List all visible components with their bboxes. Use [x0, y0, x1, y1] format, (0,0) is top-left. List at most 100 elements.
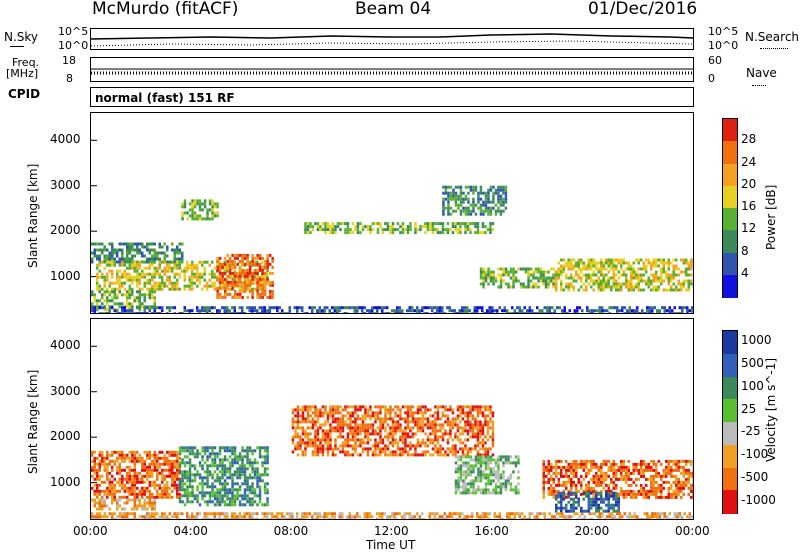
- power-cell: [246, 287, 249, 291]
- power-cell: [266, 272, 269, 276]
- velocity-cell: [467, 461, 470, 465]
- velocity-cell: [326, 411, 330, 415]
- velocity-cell: [296, 405, 300, 409]
- power-cell: [91, 242, 94, 246]
- velocity-cell: [662, 474, 665, 478]
- power-cell: [690, 273, 693, 277]
- velocity-cell: [381, 417, 385, 421]
- velocity-cell: [349, 429, 352, 433]
- power-cell: [296, 312, 299, 313]
- velocity-cell: [552, 471, 555, 475]
- power-cell: [281, 312, 284, 313]
- velocity-cell: [652, 477, 655, 481]
- velocity-cell: [93, 504, 96, 508]
- freq-unit-label: [MHz]: [6, 67, 39, 80]
- velocity-cell: [436, 438, 440, 442]
- velocity-cell: [211, 461, 214, 465]
- power-cell: [636, 309, 639, 313]
- power-cell: [366, 309, 369, 313]
- velocity-cell: [359, 423, 362, 427]
- power-cell: [309, 231, 312, 235]
- power-cell: [146, 312, 149, 313]
- velocity-cell: [351, 432, 355, 436]
- velocity-cell: [294, 435, 297, 439]
- velocity-cell: [446, 420, 450, 424]
- power-cell: [692, 258, 693, 262]
- velocity-cell: [366, 450, 370, 454]
- velocity-cell: [672, 480, 675, 484]
- velocity-cell: [379, 447, 382, 451]
- power-cell: [266, 265, 269, 269]
- power-cell: [529, 273, 533, 277]
- velocity-cell: [379, 453, 382, 457]
- power-cell: [108, 263, 111, 267]
- velocity-cell: [394, 405, 397, 409]
- power-cell: [98, 290, 101, 294]
- power-cell: [208, 263, 211, 267]
- velocity-cell: [324, 405, 327, 409]
- power-cell: [451, 231, 455, 235]
- velocity-cell: [687, 492, 690, 496]
- velocity-cell: [389, 429, 392, 433]
- velocity-cell: [457, 476, 460, 480]
- power-cell: [567, 282, 570, 286]
- power-cell: [186, 263, 189, 267]
- velocity-cell: [361, 414, 365, 418]
- velocity-cell: [489, 417, 492, 421]
- power-cell: [398, 312, 401, 313]
- velocity-cell: [201, 485, 204, 489]
- power-cell: [261, 309, 264, 313]
- velocity-cell: [304, 429, 307, 433]
- power-cell: [560, 279, 563, 283]
- velocity-cell: [507, 455, 510, 459]
- power-cell: [650, 267, 653, 271]
- velocity-cell: [233, 488, 237, 492]
- velocity-cell: [592, 495, 595, 499]
- velocity-cell: [625, 477, 628, 481]
- nsky-tick-top-right: 10^5: [708, 25, 739, 38]
- velocity-cell: [158, 465, 161, 469]
- velocity-cell: [334, 420, 337, 424]
- velocity-cell: [103, 489, 106, 493]
- velocity-cell: [467, 455, 470, 459]
- velocity-cell: [612, 462, 615, 466]
- power-colorbar-tick-1: 8: [741, 243, 749, 258]
- velocity-cell: [201, 479, 204, 483]
- velocity-cell: [434, 438, 437, 442]
- power-cell: [548, 309, 551, 313]
- velocity-cell: [231, 497, 234, 501]
- velocity-cell: [228, 476, 232, 480]
- power-cell: [96, 308, 99, 312]
- power-cell: [141, 272, 144, 276]
- velocity-cell: [627, 459, 630, 463]
- power-cell: [278, 306, 281, 310]
- velocity-cell: [386, 453, 390, 457]
- power-cell: [512, 276, 515, 280]
- velocity-cell: [675, 480, 678, 484]
- velocity-cell: [101, 498, 104, 502]
- power-cell: [116, 278, 119, 282]
- velocity-cell: [223, 503, 227, 507]
- velocity-cell: [459, 485, 463, 489]
- velocity-cell: [514, 461, 518, 465]
- power-cell: [502, 267, 505, 271]
- power-cell: [479, 231, 482, 235]
- velocity-cell: [374, 429, 377, 433]
- velocity-cell: [670, 495, 673, 499]
- power-cell: [223, 312, 226, 313]
- power-cell: [429, 225, 432, 229]
- power-cell: [268, 309, 271, 313]
- power-cell: [161, 251, 164, 255]
- velocity-cell: [477, 461, 480, 465]
- velocity-cell: [630, 477, 633, 481]
- power-cell: [549, 279, 553, 283]
- velocity-cell: [625, 480, 628, 484]
- power-cell: [191, 211, 194, 215]
- power-cell: [414, 228, 417, 232]
- power-cell: [228, 280, 232, 284]
- power-cell: [148, 281, 151, 285]
- velocity-cell: [106, 474, 109, 478]
- power-cell: [206, 284, 209, 288]
- power-cell: [476, 231, 480, 235]
- velocity-cell: [136, 480, 139, 484]
